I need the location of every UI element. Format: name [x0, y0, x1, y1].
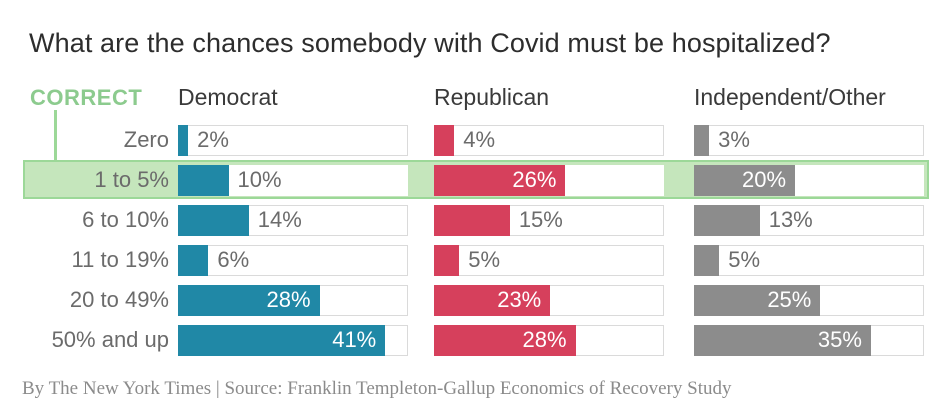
column-header-democrat: Democrat [178, 84, 278, 110]
value-label: 5% [468, 247, 501, 272]
bar: 25% [694, 284, 821, 316]
bar [434, 204, 510, 236]
value-label: 28% [266, 287, 311, 312]
bar-chart: Zero 2% 4% 3% 1 to 5% 10% 26% 20% 6 to 10% 14% 15%… [23, 120, 929, 360]
bar [178, 164, 229, 196]
bar-cell: 2% [178, 124, 408, 156]
bar-cell: 20% [694, 164, 924, 196]
footer-credit: By The New York Times | Source: Franklin… [22, 378, 732, 399]
bar-cell: 10% [178, 164, 408, 196]
bar-cell: 28% [178, 284, 408, 316]
correct-label: CORRECT [30, 85, 143, 110]
chart-row: 20 to 49% 28% 23% 25% [30, 280, 924, 320]
bar [434, 124, 455, 156]
value-label: 6% [217, 247, 250, 272]
value-label: 35% [817, 327, 862, 352]
bar-cell: 26% [434, 164, 664, 196]
row-label: Zero [123, 127, 169, 152]
chart-row: 11 to 19% 6% 5% 5% [30, 240, 924, 280]
correct-connector-line [54, 110, 57, 162]
bar-cell: 23% [434, 284, 664, 316]
column-header-republican: Republican [434, 84, 550, 110]
value-label: 5% [728, 247, 761, 272]
bar [178, 124, 189, 156]
bar: 41% [178, 324, 386, 356]
bar [694, 204, 760, 236]
chart-row: 6 to 10% 14% 15% 13% [30, 200, 924, 240]
bar-cell: 25% [694, 284, 924, 316]
bar-cell: 35% [694, 324, 924, 356]
bar [434, 244, 460, 276]
bar-cell: 28% [434, 324, 664, 356]
value-label: 2% [197, 127, 229, 152]
bar-cell: 14% [178, 204, 408, 236]
value-label: 14% [257, 207, 302, 232]
bar-cell: 5% [434, 244, 664, 276]
value-label: 23% [497, 287, 542, 312]
value-label: 25% [767, 287, 812, 312]
header-row: CORRECT Democrat Republican Independent/… [30, 84, 924, 110]
bar: 35% [694, 324, 871, 356]
bar-cell: 41% [178, 324, 408, 356]
value-label: 4% [463, 127, 496, 152]
bar-cell: 15% [434, 204, 664, 236]
bar-cell: 5% [694, 244, 924, 276]
chart-row: 1 to 5% 10% 26% 20% [23, 160, 929, 200]
bar: 23% [434, 284, 551, 316]
column-header-independent: Independent/Other [694, 84, 886, 110]
row-label: 6 to 10% [82, 207, 169, 232]
value-label: 15% [518, 207, 563, 232]
bar-cell: 3% [694, 124, 924, 156]
chart-row: 50% and up 41% 28% 35% [30, 320, 924, 360]
value-label: 13% [768, 207, 813, 232]
value-label: 10% [237, 167, 282, 192]
row-label: 11 to 19% [71, 247, 169, 272]
bar [178, 244, 209, 276]
chart-row: Zero 2% 4% 3% [30, 120, 924, 160]
row-label: 50% and up [51, 327, 169, 352]
value-label: 26% [512, 167, 557, 192]
bar [178, 204, 249, 236]
chart-title: What are the chances somebody with Covid… [29, 28, 831, 58]
row-label: 20 to 49% [69, 287, 169, 312]
value-label: 41% [332, 327, 377, 352]
bar: 28% [178, 284, 320, 316]
bar [694, 124, 710, 156]
bar [694, 244, 720, 276]
value-label: 20% [742, 167, 787, 192]
bar-cell: 6% [178, 244, 408, 276]
bar: 28% [434, 324, 576, 356]
row-label: 1 to 5% [94, 167, 169, 192]
bar: 20% [694, 164, 796, 196]
bar-cell: 4% [434, 124, 664, 156]
value-label: 28% [522, 327, 567, 352]
value-label: 3% [718, 127, 750, 152]
bar: 26% [434, 164, 566, 196]
bar-cell: 13% [694, 204, 924, 236]
